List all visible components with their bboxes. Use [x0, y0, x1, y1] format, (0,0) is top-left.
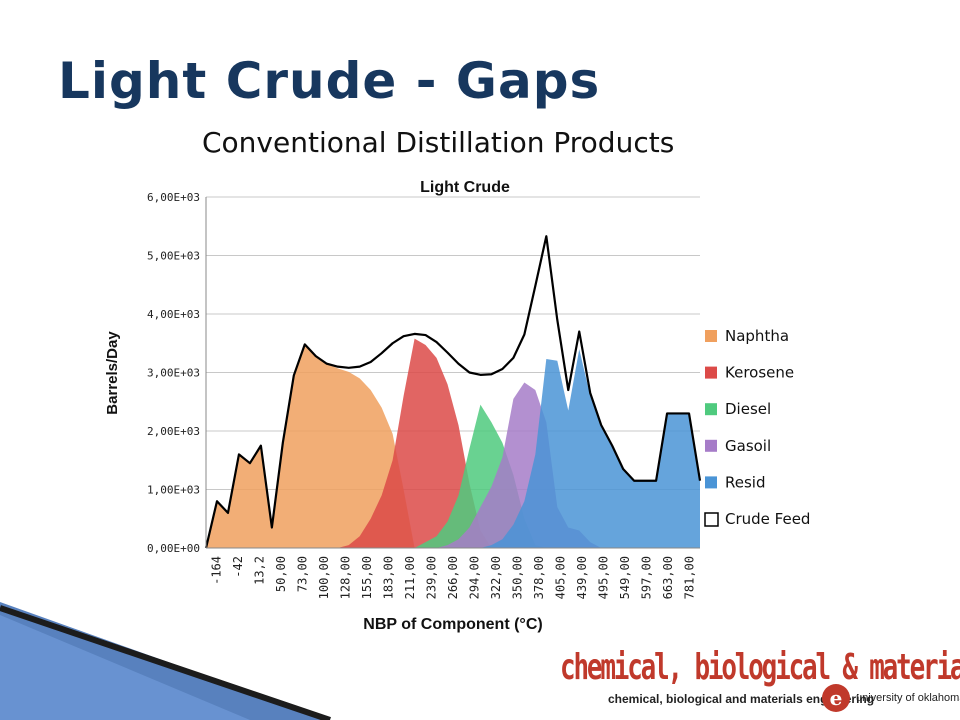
legend-swatch [704, 512, 719, 527]
x-tick-label: 239,00 [425, 556, 439, 599]
area-naphtha [206, 344, 700, 548]
x-tick-label: 781,00 [682, 556, 696, 599]
y-tick-label: 2,00E+03 [147, 425, 200, 438]
deco-swoosh-light [0, 615, 250, 720]
x-tick-label: 549,00 [618, 556, 632, 599]
legend-label: Gasoil [725, 437, 771, 455]
x-tick-label: 350,00 [510, 556, 524, 599]
legend-swatch [705, 476, 717, 489]
legend-item-kerosene: Kerosene [705, 364, 794, 382]
x-tick-label: 597,00 [639, 556, 653, 599]
x-tick-label: 100,00 [317, 556, 331, 599]
legend-label: Crude Feed [725, 510, 810, 528]
legend-item-naphtha: Naphtha [705, 327, 789, 345]
x-tick-label: 495,00 [596, 556, 610, 599]
x-tick-label: 439,00 [575, 556, 589, 599]
legend-item-crude-feed: Crude Feed [704, 510, 810, 528]
legend-label: Diesel [725, 400, 771, 418]
legend-item-resid: Resid [705, 473, 765, 491]
slide-title: Light Crude - Gaps [58, 52, 601, 110]
legend-swatch [705, 403, 717, 416]
y-tick-label: 5,00E+03 [147, 250, 200, 263]
x-tick-labels: -164 -42 13,2 50,00 73,00 100,00 128,00 155,00 1… [210, 556, 697, 599]
corner-decoration [0, 602, 331, 720]
chart-title: Light Crude [420, 179, 510, 196]
x-tick-label: 266,00 [446, 556, 460, 599]
x-tick-label: 663,00 [661, 556, 675, 599]
x-tick-label: 50,00 [274, 556, 288, 592]
x-axis-label: NBP of Component (°C) [363, 616, 542, 633]
y-axis-label: Barrels/Day [104, 331, 121, 415]
deco-swoosh-dark [0, 605, 331, 720]
y-tick-label: 3,00E+03 [147, 367, 200, 380]
x-tick-label: 211,00 [403, 556, 417, 599]
legend-item-gasoil: Gasoil [705, 437, 771, 455]
axes [205, 197, 700, 549]
legend-label: Kerosene [725, 364, 794, 382]
legend-label: Resid [725, 473, 765, 491]
legend-swatch [705, 330, 717, 342]
y-tick-label: 6,00E+03 [147, 191, 200, 204]
crude-feed-line [204, 235, 702, 549]
x-tick-label: 183,00 [382, 556, 396, 599]
y-tick-label: 4,00E+03 [147, 308, 200, 321]
area-kerosene [206, 338, 700, 548]
legend-label: Naphtha [725, 327, 789, 345]
x-tick-label: 128,00 [339, 556, 353, 599]
legend-swatch [705, 366, 717, 379]
x-tick-label: 73,00 [296, 556, 310, 592]
y-tick-label: 1,00E+03 [147, 484, 200, 497]
series-areas [206, 338, 700, 548]
x-tick-label: 294,00 [468, 556, 482, 599]
area-resid [206, 349, 700, 548]
y-tick-labels: 0,00E+00 1,00E+03 2,00E+03 3,00E+03 4,00E+03… [147, 191, 200, 555]
logo-wordmark: chemical, biological & materials [560, 647, 960, 688]
legend-swatch [705, 439, 717, 452]
x-tick-label: 155,00 [360, 556, 374, 599]
y-tick-label: 0,00E+00 [147, 542, 200, 555]
university-seal-icon: e [822, 684, 850, 712]
x-tick-label: 405,00 [553, 556, 567, 599]
logo-subtitle: chemical, biological and materials engin… [608, 692, 875, 706]
line-crude-feed [204, 235, 702, 549]
x-tick-label: -42 [231, 556, 245, 578]
legend: Naphtha Kerosene Diesel Gasoil Resid Crude Fe… [704, 327, 810, 528]
slide-subtitle: Conventional Distillation Products [202, 126, 675, 159]
x-tick-label: -164 [210, 556, 224, 585]
x-tick-label: 13,2 [253, 556, 267, 585]
university-name: university of oklahoma [856, 692, 960, 704]
area-diesel [206, 404, 700, 548]
x-tick-label: 378,00 [532, 556, 546, 599]
legend-item-diesel: Diesel [705, 400, 771, 418]
x-tick-label: 322,00 [489, 556, 503, 599]
